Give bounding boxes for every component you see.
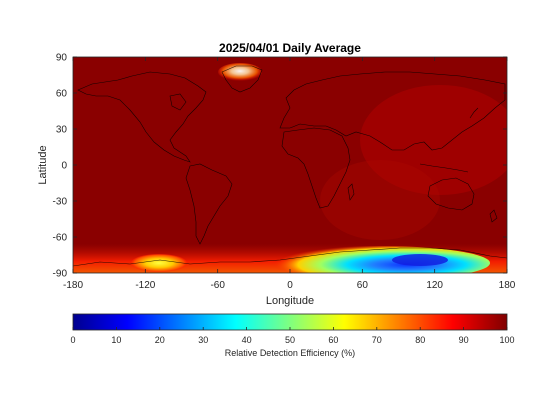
x-tick-label: -180 xyxy=(63,280,83,291)
x-tick-label: 60 xyxy=(357,280,369,291)
coastline-new-zealand xyxy=(489,209,498,223)
colorbar-tick-label: 10 xyxy=(111,335,121,345)
y-tick-label: 0 xyxy=(61,161,67,172)
colorbar-tick-label: 40 xyxy=(242,335,252,345)
x-axis-ticks: -180 -120 -60 0 60 120 180 xyxy=(63,57,516,291)
coastline-japan xyxy=(469,107,479,119)
region-shading-southeast-asia xyxy=(360,85,507,195)
colorbar-tick-label: 50 xyxy=(285,335,295,345)
x-axis-label: Longitude xyxy=(266,295,314,307)
x-tick-label: 0 xyxy=(287,280,293,291)
y-tick-label: -30 xyxy=(53,197,68,208)
region-greenland xyxy=(218,63,262,81)
region-shading-indian-ocean xyxy=(320,160,440,240)
colorbar-tick-label: 0 xyxy=(70,335,75,345)
coastline-hudson-bay xyxy=(169,93,187,111)
colorbar-tick-label: 90 xyxy=(459,335,469,345)
map-plot-area xyxy=(73,57,507,273)
coastline-south-america xyxy=(185,163,233,245)
coastline-north-america xyxy=(77,71,207,163)
colorbar-ticks: 0 10 20 30 40 50 60 70 80 90 100 xyxy=(70,327,515,345)
colorbar-label: Relative Detection Efficiency (%) xyxy=(225,348,355,358)
region-antarctica-east xyxy=(270,246,490,273)
x-tick-label: 180 xyxy=(499,280,516,291)
y-tick-label: -60 xyxy=(53,233,68,244)
chart-title: 2025/04/01 Daily Average xyxy=(219,41,361,55)
x-tick-label: -120 xyxy=(135,280,155,291)
region-antarctica-west xyxy=(131,254,187,272)
coastline-africa xyxy=(281,127,351,209)
colorbar-tick-label: 80 xyxy=(415,335,425,345)
colorbar-tick-label: 100 xyxy=(499,335,514,345)
x-tick-label: 120 xyxy=(426,280,443,291)
y-tick-label: 60 xyxy=(56,89,68,100)
colorbar-tick-label: 60 xyxy=(328,335,338,345)
y-axis-ticks: -90 -60 -30 0 30 60 90 xyxy=(53,53,507,280)
colorbar-tick-label: 70 xyxy=(372,335,382,345)
y-axis-label: Latitude xyxy=(37,145,49,184)
coastline-greenland xyxy=(221,65,263,93)
region-antarctica-core xyxy=(392,254,448,266)
x-tick-label: -60 xyxy=(210,280,225,291)
y-tick-label: 30 xyxy=(56,125,68,136)
coastline-australia xyxy=(427,177,475,211)
coastline-madagascar xyxy=(347,183,355,201)
coastline-antarctica xyxy=(73,247,507,267)
colorbar-tick-label: 20 xyxy=(155,335,165,345)
y-tick-label: -90 xyxy=(53,269,68,280)
coastlines xyxy=(73,65,507,267)
colorbar-tick-label: 30 xyxy=(198,335,208,345)
efficiency-background xyxy=(73,57,507,273)
y-tick-label: 90 xyxy=(56,53,68,64)
coastline-eurasia xyxy=(279,71,506,151)
coastline-indonesia xyxy=(419,163,469,173)
